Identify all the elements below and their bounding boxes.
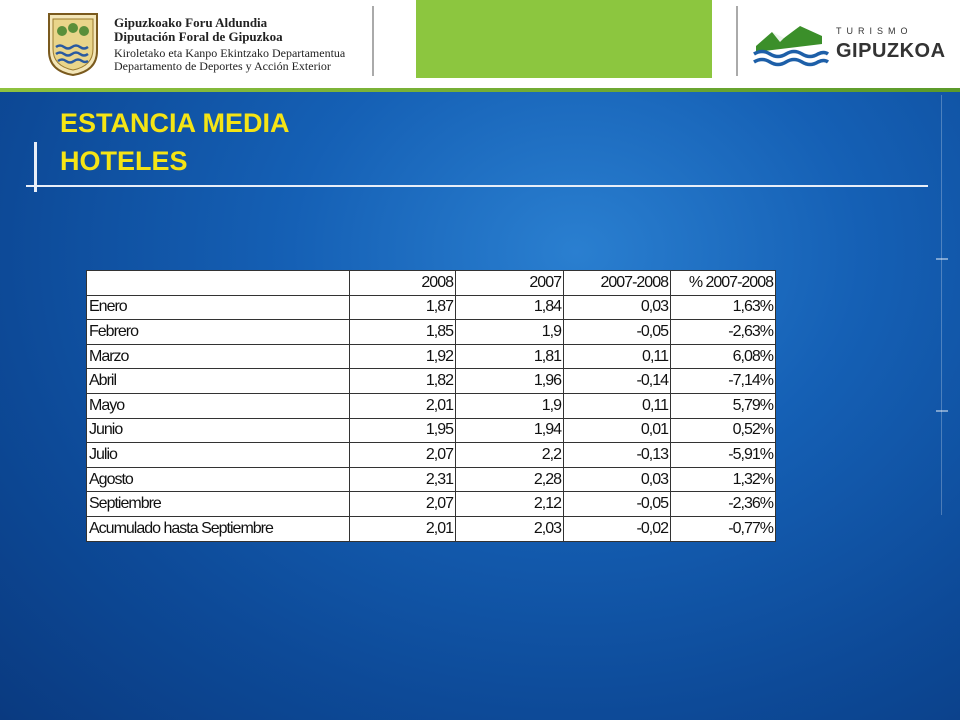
row-label: Enero [86, 294, 350, 321]
row-label: Marzo [86, 343, 350, 370]
decorative-dash [936, 258, 948, 260]
table-cell: -2,63% [670, 319, 776, 345]
table-cell: 2,01 [349, 515, 456, 542]
header-divider [372, 6, 374, 76]
table-cell: 5,79% [670, 392, 776, 419]
department-basque: Kiroletako eta Kanpo Ekintzako Departame… [114, 46, 346, 60]
table-cell: 2,01 [349, 392, 456, 419]
table-cell: 2,03 [455, 515, 564, 542]
column-header-2008: 2008 [349, 270, 456, 296]
header-accent-band [0, 88, 960, 92]
table-cell: 1,84 [455, 294, 564, 321]
table-cell: 0,01 [563, 417, 671, 444]
table-cell: 1,85 [349, 319, 456, 345]
table-cell: 1,96 [455, 368, 564, 394]
column-header-2007: 2007 [455, 270, 564, 296]
table-cell: 2,12 [455, 491, 564, 517]
table-cell: 2,07 [349, 442, 456, 468]
table-cell: 1,32% [670, 466, 776, 493]
table-cell: 1,63% [670, 294, 776, 321]
table-header-row: 2008 2007 2007-2008 % 2007-2008 [86, 270, 776, 296]
brand-gipuzkoa: GIPUZKOA [836, 40, 946, 62]
table-row-enero: Enero 1,87 1,84 0,03 1,63% [86, 294, 776, 321]
table-row-marzo: Marzo 1,92 1,81 0,11 6,08% [86, 343, 776, 370]
column-header-percent: % 2007-2008 [670, 270, 776, 296]
table-row-mayo: Mayo 2,01 1,9 0,11 5,79% [86, 392, 776, 419]
table-cell: 1,95 [349, 417, 456, 444]
slide-title: ESTANCIA MEDIA [60, 108, 290, 138]
table-cell: 1,92 [349, 343, 456, 370]
table-row-septiembre: Septiembre 2,07 2,12 -0,05 -2,36% [86, 491, 776, 517]
slide-subtitle: HOTELES [60, 146, 188, 176]
table-cell: -0,77% [670, 515, 776, 542]
row-label: Febrero [86, 319, 350, 345]
table-row-julio: Julio 2,07 2,2 -0,13 -5,91% [86, 442, 776, 468]
decorative-line [941, 95, 942, 515]
table-cell: 0,52% [670, 417, 776, 444]
column-header [86, 270, 350, 296]
department-spanish: Departamento de Deportes y Acción Exteri… [114, 59, 331, 73]
row-label: Septiembre [86, 491, 350, 517]
table-cell: -0,14 [563, 368, 671, 394]
header-bar: Gipuzkoako Foru Aldundia Diputación Fora… [0, 0, 960, 88]
table-cell: -5,91% [670, 442, 776, 468]
title-underline [26, 185, 928, 187]
decorative-dash [936, 410, 948, 412]
table-row-abril: Abril 1,82 1,96 -0,14 -7,14% [86, 368, 776, 394]
title-accent-bar [34, 142, 37, 192]
table-row-febrero: Febrero 1,85 1,9 -0,05 -2,63% [86, 319, 776, 345]
header-divider [736, 6, 738, 76]
table-cell: -7,14% [670, 368, 776, 394]
table-cell: -0,05 [563, 491, 671, 517]
brand-turismo: TURISMO [836, 26, 913, 36]
org-name-basque: Gipuzkoako Foru Aldundia [114, 15, 268, 30]
gipuzkoa-shield-icon [48, 13, 98, 77]
table-cell: 0,11 [563, 343, 671, 370]
header-green-block [416, 0, 712, 78]
table-cell: 1,9 [455, 319, 564, 345]
column-header-difference: 2007-2008 [563, 270, 671, 296]
table-row-agosto: Agosto 2,31 2,28 0,03 1,32% [86, 466, 776, 493]
table-row-junio: Junio 1,95 1,94 0,01 0,52% [86, 417, 776, 444]
row-label: Julio [86, 442, 350, 468]
table-cell: 2,07 [349, 491, 456, 517]
table-cell: -0,02 [563, 515, 671, 542]
table-cell: 0,03 [563, 294, 671, 321]
table-cell: 1,94 [455, 417, 564, 444]
table-cell: 1,87 [349, 294, 456, 321]
table-cell: 2,31 [349, 466, 456, 493]
turismo-gipuzkoa-logo-icon [753, 26, 830, 67]
table-cell: -2,36% [670, 491, 776, 517]
table-cell: 1,81 [455, 343, 564, 370]
table-cell: -0,13 [563, 442, 671, 468]
table-cell: 1,9 [455, 392, 564, 419]
row-label: Junio [86, 417, 350, 444]
table-cell: 6,08% [670, 343, 776, 370]
table-cell: 0,11 [563, 392, 671, 419]
row-label: Mayo [86, 392, 350, 419]
org-name-spanish: Diputación Foral de Gipuzkoa [114, 29, 283, 44]
table-row-acumulado: Acumulado hasta Septiembre 2,01 2,03 -0,02-… [86, 515, 776, 542]
table-cell: 1,82 [349, 368, 456, 394]
table-cell: 2,2 [455, 442, 564, 468]
table-cell: 2,28 [455, 466, 564, 493]
table-cell: -0,05 [563, 319, 671, 345]
row-label: Agosto [86, 466, 350, 493]
row-label: Abril [86, 368, 350, 394]
hotel-stay-table: 2008 2007 2007-2008 % 2007-2008 Enero 1,8… [86, 270, 776, 542]
table-cell: 0,03 [563, 466, 671, 493]
row-label: Acumulado hasta Septiembre [86, 515, 350, 542]
